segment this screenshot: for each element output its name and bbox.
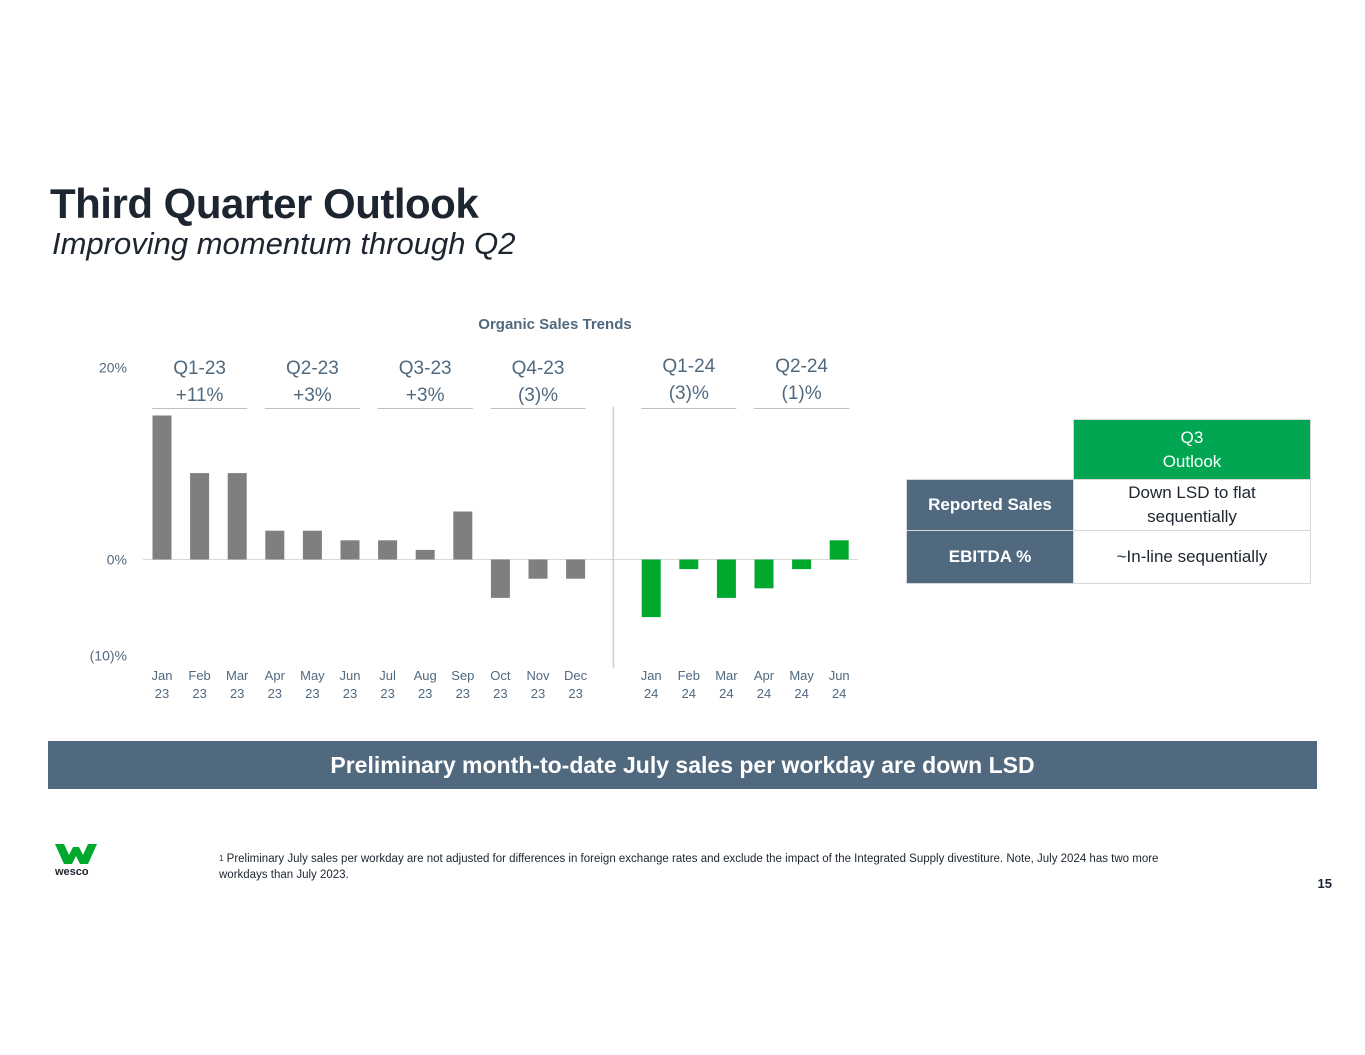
bar: [265, 530, 285, 560]
y-axis-label: 20%: [99, 360, 127, 376]
outlook-header-line2: Outlook: [1162, 451, 1222, 471]
wesco-logo: [55, 844, 97, 869]
x-tick-label: Sep: [451, 668, 474, 683]
outlook-row-reported-sales: Reported Sales Down LSD to flat sequenti…: [906, 479, 1311, 531]
x-tick-label: Jan: [641, 668, 662, 683]
quarter-value: +3%: [293, 385, 332, 406]
bar: [490, 559, 510, 598]
wesco-logo-text: wesco: [55, 866, 89, 878]
wesco-logo-icon: [55, 844, 97, 864]
footnote: 1 Preliminary July sales per workday are…: [219, 851, 1159, 883]
x-tick-label: 23: [192, 686, 206, 701]
page-number: 15: [1317, 876, 1332, 891]
bar: [792, 559, 812, 570]
quarter-label: Q1-24: [662, 356, 715, 377]
bar: [566, 559, 586, 579]
outlook-row-value-line1: Down LSD to flat: [1128, 483, 1256, 502]
outlook-row-label: EBITDA %: [906, 530, 1074, 584]
x-tick-label: 23: [456, 686, 470, 701]
x-tick-label: 23: [230, 686, 244, 701]
x-tick-label: 24: [832, 686, 846, 701]
quarter-label: Q2-24: [775, 356, 828, 377]
quarter-label: Q2-23: [286, 358, 339, 379]
y-axis-label: 0%: [107, 552, 127, 568]
x-tick-label: Jan: [152, 668, 173, 683]
bar: [378, 540, 398, 560]
footnote-marker: 1: [219, 854, 224, 863]
quarter-label: Q3-23: [399, 358, 452, 379]
x-tick-label: Jul: [379, 668, 396, 683]
x-tick-label: Mar: [715, 668, 738, 683]
quarter-value: +11%: [176, 385, 224, 406]
bar: [679, 559, 699, 570]
quarter-value: (3)%: [669, 383, 709, 404]
x-tick-label: 23: [418, 686, 432, 701]
x-tick-label: 23: [568, 686, 582, 701]
x-tick-label: 24: [682, 686, 696, 701]
y-axis-label: (10)%: [90, 648, 127, 664]
organic-sales-chart: 20% 0% (10)% Jan 23 Feb 23 Mar 23 Apr 23 May 23 Jun 23…: [90, 356, 858, 701]
bar: [829, 540, 849, 560]
x-tick-label: Apr: [265, 668, 286, 683]
x-tick-label: 24: [794, 686, 808, 701]
page-title: Third Quarter Outlook: [50, 180, 479, 227]
x-tick-label: Jun: [340, 668, 361, 683]
x-tick-label: 24: [719, 686, 733, 701]
x-tick-label: Nov: [526, 668, 550, 683]
outlook-header-row: Q3 Outlook: [906, 419, 1311, 480]
x-tick-label: Oct: [490, 668, 511, 683]
x-tick-label: Jun: [829, 668, 850, 683]
bar: [340, 540, 360, 560]
bar: [190, 473, 210, 560]
outlook-row-value: ~In-line sequentially: [1073, 530, 1311, 584]
bar: [302, 530, 322, 560]
bar: [641, 559, 661, 618]
x-tick-label: Feb: [188, 668, 210, 683]
bar: [716, 559, 736, 598]
x-tick-label: 23: [343, 686, 357, 701]
x-tick-label: Aug: [414, 668, 437, 683]
bar: [415, 549, 435, 560]
outlook-table: Q3 Outlook Reported Sales Down LSD to fl…: [906, 419, 1311, 584]
x-tick-label: May: [789, 668, 814, 683]
quarter-label: Q4-23: [512, 358, 565, 379]
x-tick-label: 24: [757, 686, 771, 701]
x-tick-label: 23: [305, 686, 319, 701]
x-tick-label: 24: [644, 686, 658, 701]
outlook-row-value-line2: sequentially: [1147, 507, 1237, 526]
quarter-value: (1)%: [782, 383, 822, 404]
outlook-header-empty: [906, 419, 1074, 480]
x-tick-label: 23: [531, 686, 545, 701]
outlook-row-label: Reported Sales: [906, 479, 1074, 531]
chart-title: Organic Sales Trends: [478, 316, 632, 333]
x-tick-label: Dec: [564, 668, 588, 683]
outlook-header-cell: Q3 Outlook: [1073, 419, 1311, 480]
footnote-text: Preliminary July sales per workday are n…: [219, 853, 1159, 881]
x-tick-label: 23: [268, 686, 282, 701]
outlook-header-line1: Q3: [1180, 427, 1204, 447]
x-tick-label: Feb: [678, 668, 700, 683]
july-sales-banner: Preliminary month-to-date July sales per…: [48, 741, 1317, 789]
quarter-value: +3%: [406, 385, 445, 406]
bar: [152, 415, 172, 560]
outlook-row-ebitda: EBITDA % ~In-line sequentially: [906, 530, 1311, 584]
bar: [453, 511, 473, 560]
outlook-row-value: Down LSD to flat sequentially: [1073, 479, 1311, 531]
x-tick-label: Mar: [226, 668, 249, 683]
quarter-value: (3)%: [518, 385, 558, 406]
x-tick-label: 23: [380, 686, 394, 701]
bar: [528, 559, 548, 579]
x-tick-label: 23: [155, 686, 169, 701]
bar: [754, 559, 774, 589]
x-tick-label: May: [300, 668, 325, 683]
x-tick-label: 23: [493, 686, 507, 701]
quarter-label: Q1-23: [173, 358, 226, 379]
page-subtitle: Improving momentum through Q2: [52, 226, 516, 261]
bar: [227, 473, 247, 560]
x-tick-label: Apr: [754, 668, 775, 683]
